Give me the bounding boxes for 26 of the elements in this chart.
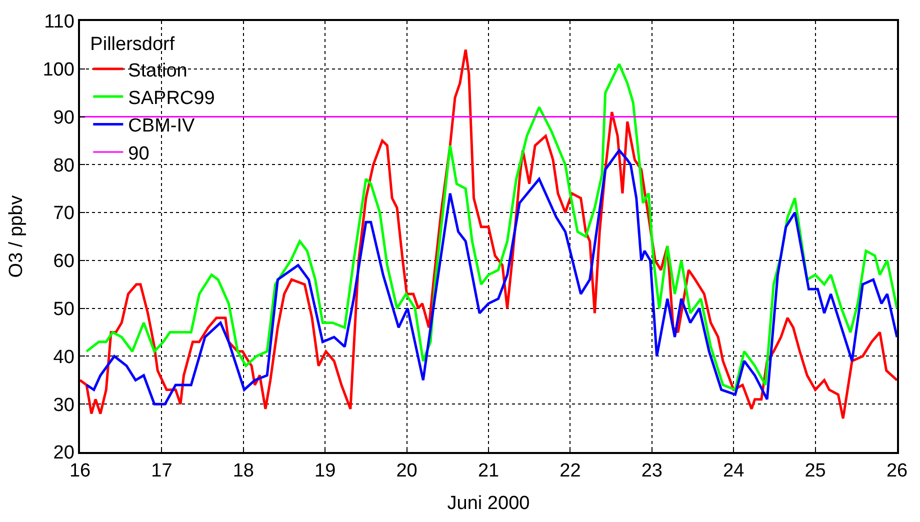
y-tick-label: 60 (53, 251, 74, 272)
x-tick-label: 17 (151, 460, 172, 482)
x-tick-label: 25 (804, 460, 826, 482)
x-tick-label: 18 (232, 460, 254, 482)
x-axis-title: Juni 2000 (447, 492, 530, 514)
x-tick-label: 23 (641, 460, 662, 482)
y-tick-label: 110 (44, 12, 74, 33)
y-axis-title: O3 / ppbv (6, 194, 28, 278)
legend-label: SAPRC99 (128, 88, 215, 109)
y-tick-label: 40 (53, 346, 74, 368)
legend-label: 90 (128, 143, 150, 164)
y-tick-label: 90 (53, 107, 74, 128)
x-tick-label: 26 (886, 460, 908, 482)
x-tick-label: 21 (478, 460, 500, 482)
x-tick-label: 20 (396, 460, 418, 482)
y-tick-label: 80 (53, 155, 74, 176)
y-tick-label: 70 (53, 203, 74, 224)
y-tick-label: 30 (53, 394, 74, 416)
legend-label: Station (128, 60, 188, 82)
x-tick-label: 24 (723, 460, 745, 482)
y-tick-label: 100 (42, 60, 74, 81)
x-tick-label: 22 (560, 460, 581, 482)
y-tick-label: 50 (53, 298, 74, 320)
legend-title: Pillersdorf (90, 34, 176, 56)
x-tick-label: 19 (314, 460, 336, 482)
legend-label: CBM-IV (128, 116, 195, 137)
